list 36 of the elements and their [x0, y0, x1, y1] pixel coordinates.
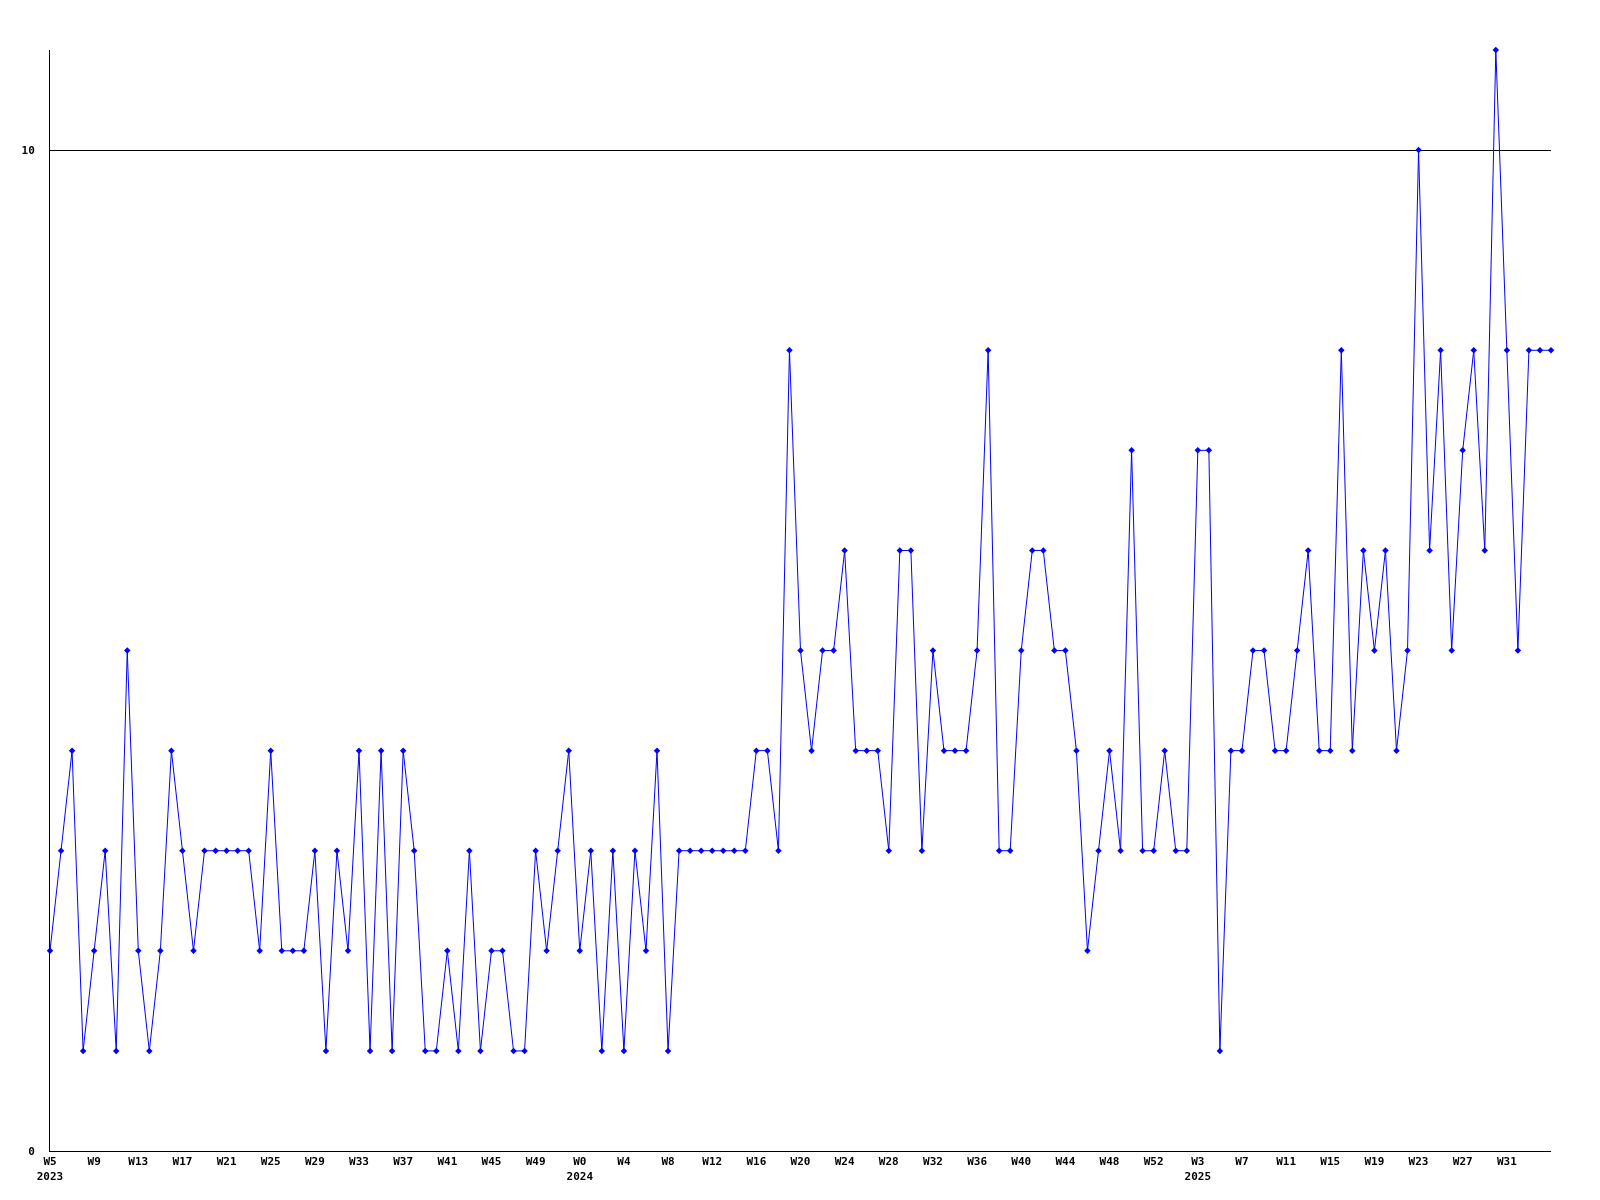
x-tick-label: W37 — [393, 1155, 414, 1169]
x-tick-label: W52 — [1143, 1155, 1164, 1169]
x-tick-label: W19 — [1364, 1155, 1385, 1169]
x-tick-label: W24 — [834, 1155, 855, 1169]
x-tick-label: W33 — [349, 1155, 369, 1169]
x-tick-label: W25 — [260, 1155, 281, 1169]
x-tick-label: W16 — [746, 1155, 767, 1169]
x-tick-label: W48 — [1099, 1155, 1120, 1169]
x-tick-label: W31 — [1496, 1155, 1518, 1169]
x-tick-label: W49 — [525, 1155, 546, 1169]
x-tick-label: W21 — [216, 1155, 237, 1169]
x-tick-label: W4 — [617, 1155, 631, 1169]
x-tick-label: W8 — [661, 1155, 675, 1169]
x-tick-label: W44 — [1055, 1155, 1076, 1169]
x-tick-label: W12 — [702, 1155, 723, 1169]
x-tick-label: W20 — [790, 1155, 811, 1169]
x-tick-label: W40 — [1011, 1155, 1032, 1169]
x-tick-label: W17 — [172, 1155, 193, 1169]
x-tick-label: W41 — [437, 1155, 458, 1169]
x-tick-label: W32 — [923, 1155, 943, 1169]
y-tick-label: 10 — [21, 143, 35, 157]
x-tick-label: W7 — [1235, 1155, 1249, 1169]
x-tick-label: W23 — [1408, 1155, 1429, 1169]
x-tick-label: W27 — [1452, 1155, 1473, 1169]
x-tick-label: W11 — [1276, 1155, 1297, 1169]
x-tick-label: W0 2024 — [566, 1155, 594, 1183]
x-tick-label: W36 — [967, 1155, 988, 1169]
x-tick-label: W15 — [1320, 1155, 1341, 1169]
x-tick-label: W28 — [878, 1155, 899, 1169]
y-tick-label: 0 — [28, 1144, 35, 1158]
x-tick-label: W29 — [304, 1155, 325, 1169]
x-tick-label: W5 2023 — [36, 1155, 64, 1183]
x-tick-label: W9 — [87, 1155, 101, 1169]
x-tick-label: W45 — [481, 1155, 502, 1169]
x-tick-label: W3 2025 — [1184, 1155, 1212, 1183]
x-tick-label: W13 — [128, 1155, 149, 1169]
